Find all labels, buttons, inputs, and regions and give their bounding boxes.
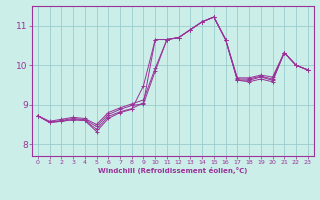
X-axis label: Windchill (Refroidissement éolien,°C): Windchill (Refroidissement éolien,°C) bbox=[98, 167, 247, 174]
